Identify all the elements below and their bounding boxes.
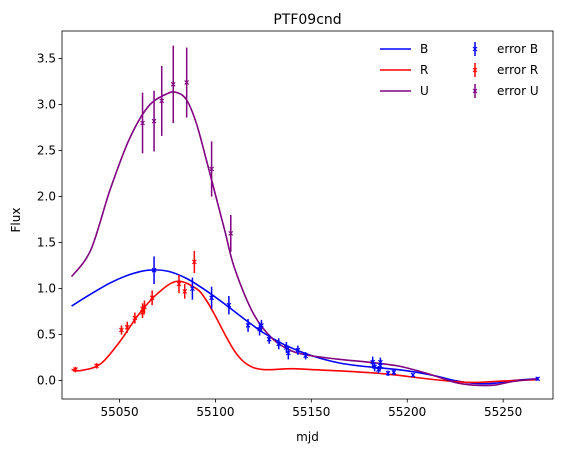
x-tick-label: 55200 <box>388 405 426 419</box>
y-tick-label: 2.5 <box>37 144 56 158</box>
y-tick-label: 1.5 <box>37 236 56 250</box>
error-b-point <box>226 302 232 308</box>
error-b-point <box>259 323 264 328</box>
legend-label: error B <box>497 42 538 56</box>
legend-label: R <box>420 63 428 77</box>
series-line-b <box>71 269 538 385</box>
series-line-r <box>71 280 538 384</box>
x-tick-label: 55050 <box>100 405 138 419</box>
x-tick-label: 55150 <box>292 405 330 419</box>
error-b-point <box>385 370 391 376</box>
error-b-point <box>276 341 282 347</box>
legend-entry-error-b: error B <box>472 42 538 56</box>
legend-label: error R <box>497 63 538 77</box>
y-tick-label: 1.0 <box>37 282 56 296</box>
error-r-point <box>182 288 188 294</box>
error-b-point <box>245 323 251 328</box>
error-r-point <box>94 363 99 369</box>
y-tick-label: 0.0 <box>37 374 56 388</box>
error-b-point <box>266 336 272 342</box>
error-r-point <box>142 304 147 310</box>
error-b-point <box>377 359 383 365</box>
legend-entry-error-u: error U <box>472 84 539 98</box>
legend-entry-error-r: error R <box>472 63 538 77</box>
x-tick-label: 55100 <box>196 405 234 419</box>
error-u-point <box>184 80 190 85</box>
legend-entry-u: U <box>380 84 429 98</box>
legend-entry-b: B <box>380 42 428 56</box>
error-b-point <box>372 364 378 370</box>
legend-label: B <box>420 42 428 56</box>
axes-frame <box>61 30 554 400</box>
error-u-point <box>170 81 176 87</box>
legend-entry-r: R <box>380 63 428 77</box>
x-axis-label: mjd <box>296 430 319 444</box>
legend-marker <box>472 88 478 94</box>
error-r-point <box>119 327 124 333</box>
error-b-point <box>209 295 214 301</box>
error-u-point <box>209 166 214 172</box>
error-b-point <box>190 286 195 291</box>
error-r-point <box>149 295 155 301</box>
y-tick-label: 3.0 <box>37 98 56 112</box>
legend-label: error U <box>497 84 539 98</box>
error-b-point <box>410 372 416 378</box>
error-r-point <box>124 324 130 330</box>
error-r-point <box>176 281 182 287</box>
legend-label: U <box>420 84 429 98</box>
error-u-point <box>140 120 145 126</box>
error-r-point <box>191 259 197 265</box>
plot-area <box>70 45 541 387</box>
y-tick-label: 0.5 <box>37 328 56 342</box>
x-tick-label: 55250 <box>484 405 522 419</box>
y-tick-label: 3.5 <box>37 52 56 66</box>
error-b-point <box>151 267 157 273</box>
chart-title: PTF09cnd <box>273 12 341 28</box>
y-tick-label: 2.0 <box>37 190 56 204</box>
error-r-point <box>73 367 78 372</box>
axes: 55050 55100 55150 55200 55250 0.0 0.5 1.0 1.5 2.0… <box>37 30 554 419</box>
legend-marker <box>472 46 478 52</box>
legend-marker <box>472 67 478 73</box>
error-b-point <box>303 353 308 359</box>
error-b-point <box>535 376 541 382</box>
series-line-u <box>70 91 538 387</box>
error-u-point <box>151 118 157 124</box>
y-axis-label: Flux <box>9 208 23 233</box>
error-b-point <box>391 369 397 375</box>
error-u-point <box>228 231 234 236</box>
error-b-point <box>295 347 301 353</box>
error-b-point <box>285 350 291 356</box>
error-u-point <box>159 98 165 104</box>
error-r-point <box>132 315 138 321</box>
